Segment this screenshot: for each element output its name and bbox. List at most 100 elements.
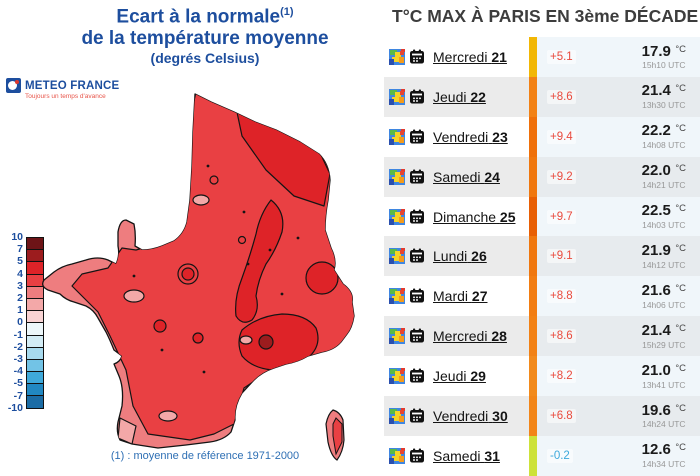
contour-level-1-2-patch5 bbox=[239, 335, 253, 345]
calendar-icon[interactable] bbox=[409, 328, 425, 344]
contour-level-1-2-patch2 bbox=[138, 223, 162, 237]
day-cell: Mardi 27 bbox=[384, 276, 529, 317]
calendar-icon[interactable] bbox=[409, 89, 425, 105]
day-link[interactable]: Vendredi 30 bbox=[433, 408, 508, 424]
day-temp-value: 21.6 bbox=[641, 281, 671, 299]
day-number: 25 bbox=[499, 208, 516, 225]
day-bar bbox=[529, 356, 537, 397]
meteo-france-logo-tagline: Toujours un temps d'avance bbox=[25, 93, 106, 100]
day-temp-time: 13h41 UTC bbox=[642, 379, 686, 390]
day-temp-unit: °C bbox=[675, 362, 686, 374]
day-link[interactable]: Mercredi 28 bbox=[433, 328, 507, 344]
day-link[interactable]: Samedi 24 bbox=[433, 169, 500, 185]
calendar-icon[interactable] bbox=[409, 288, 425, 304]
calendar-icon[interactable] bbox=[409, 248, 425, 264]
day-link[interactable]: Samedi 31 bbox=[433, 448, 500, 464]
day-bar bbox=[529, 316, 537, 357]
day-temp-unit: °C bbox=[675, 203, 686, 215]
day-temp-value: 12.6 bbox=[641, 441, 671, 459]
legend-label: 1 bbox=[17, 304, 23, 317]
day-temp-unit: °C bbox=[675, 83, 686, 95]
day-temp-value: 22.2 bbox=[641, 122, 671, 140]
day-bar bbox=[529, 236, 537, 277]
day-temp-block: 21.4 °C 13h30 UTC bbox=[642, 83, 686, 110]
day-link[interactable]: Mercredi 21 bbox=[433, 49, 507, 65]
contour-level-4-5-spot4 bbox=[153, 319, 167, 333]
day-bar bbox=[529, 396, 537, 436]
day-row: Jeudi 22 +8.6 21.4 °C 13h30 UTC bbox=[384, 76, 700, 117]
day-cell: Jeudi 29 bbox=[384, 356, 529, 397]
calendar-icon[interactable] bbox=[409, 368, 425, 384]
day-values-cell: +8.6 21.4 °C 13h30 UTC bbox=[537, 76, 700, 117]
calendar-icon[interactable] bbox=[409, 408, 425, 424]
day-temp-block: 22.0 °C 14h21 UTC bbox=[642, 163, 686, 190]
map-thumbnail-icon[interactable] bbox=[389, 368, 405, 385]
legend-label: -4 bbox=[13, 365, 23, 378]
day-values-cell: +9.2 22.0 °C 14h21 UTC bbox=[537, 156, 700, 197]
contour-level-4-5-spot5 bbox=[192, 332, 204, 344]
reference-footnote: (1) : moyenne de référence 1971-2000 bbox=[110, 450, 300, 462]
calendar-icon[interactable] bbox=[409, 49, 425, 65]
map-thumbnail-icon[interactable] bbox=[389, 88, 405, 105]
calendar-icon[interactable] bbox=[409, 129, 425, 145]
day-link[interactable]: Dimanche 25 bbox=[433, 209, 516, 225]
legend-label: 7 bbox=[17, 243, 23, 256]
day-cell: Mercredi 28 bbox=[384, 316, 529, 357]
map-title: Ecart à la normale(1) de la température … bbox=[40, 6, 370, 66]
day-bar bbox=[529, 116, 537, 157]
france-anomaly-map bbox=[38, 88, 382, 468]
legend-label: 4 bbox=[17, 267, 23, 280]
day-values-cell: +8.8 21.6 °C 14h06 UTC bbox=[537, 276, 700, 317]
day-name: Jeudi bbox=[433, 368, 467, 385]
day-anomaly: +8.6 bbox=[547, 329, 576, 344]
map-thumbnail-icon[interactable] bbox=[389, 208, 405, 225]
day-number: 27 bbox=[471, 288, 488, 305]
day-name: Mardi bbox=[433, 288, 469, 305]
day-temp-unit: °C bbox=[675, 43, 686, 55]
calendar-icon[interactable] bbox=[409, 169, 425, 185]
day-temp-unit: °C bbox=[675, 322, 686, 334]
map-thumbnail-icon[interactable] bbox=[389, 168, 405, 185]
day-row: Mercredi 21 +5.1 17.9 °C 15h10 UTC bbox=[384, 37, 700, 77]
day-row: Lundi 26 +9.1 21.9 °C 14h12 UTC bbox=[384, 236, 700, 277]
calendar-icon[interactable] bbox=[409, 448, 425, 464]
day-anomaly: +8.8 bbox=[547, 289, 576, 304]
day-anomaly: +9.1 bbox=[547, 249, 576, 264]
day-anomaly: +8.2 bbox=[547, 369, 576, 384]
calendar-icon[interactable] bbox=[409, 209, 425, 225]
day-name: Samedi bbox=[433, 168, 481, 185]
day-temp-unit: °C bbox=[675, 243, 686, 255]
legend-labels: 10 7 5 4 3 2 1 0 -1 -2 -3 -4 -5 -7 -10 bbox=[2, 231, 26, 422]
map-thumbnail-icon[interactable] bbox=[389, 407, 405, 424]
contour-level-5-7-core bbox=[258, 334, 274, 350]
contour-level-1-2-patch1 bbox=[123, 289, 145, 303]
day-number: 24 bbox=[484, 168, 500, 185]
day-anomaly: -0.2 bbox=[547, 448, 573, 463]
map-thumbnail-icon[interactable] bbox=[389, 128, 405, 145]
map-thumbnail-icon[interactable] bbox=[389, 328, 405, 345]
day-link[interactable]: Jeudi 29 bbox=[433, 368, 486, 384]
day-temp-unit: °C bbox=[675, 123, 686, 135]
day-link[interactable]: Lundi 26 bbox=[433, 248, 487, 264]
day-values-cell: +9.4 22.2 °C 14h08 UTC bbox=[537, 116, 700, 157]
day-temp-value: 21.4 bbox=[641, 82, 671, 100]
day-temp-value: 22.5 bbox=[641, 202, 671, 220]
day-anomaly: +6.8 bbox=[547, 408, 576, 423]
map-title-line3: (degrés Celsius) bbox=[150, 50, 260, 67]
france-map-svg bbox=[42, 93, 355, 461]
day-link[interactable]: Jeudi 22 bbox=[433, 89, 486, 105]
day-link[interactable]: Vendredi 23 bbox=[433, 129, 508, 145]
map-thumbnail-icon[interactable] bbox=[389, 248, 405, 265]
day-temp-block: 22.2 °C 14h08 UTC bbox=[642, 123, 686, 150]
day-temp-unit: °C bbox=[675, 282, 686, 294]
day-bar bbox=[529, 37, 537, 77]
map-thumbnail-icon[interactable] bbox=[389, 288, 405, 305]
map-thumbnail-icon[interactable] bbox=[389, 447, 405, 464]
day-link[interactable]: Mardi 27 bbox=[433, 288, 487, 304]
map-title-footnote-ref: (1) bbox=[280, 6, 294, 18]
legend-label: -5 bbox=[13, 377, 23, 390]
day-temp-block: 17.9 °C 15h10 UTC bbox=[642, 43, 686, 71]
map-thumbnail-icon[interactable] bbox=[389, 48, 405, 65]
day-temp-block: 22.5 °C 14h03 UTC bbox=[642, 203, 686, 230]
day-row: Vendredi 23 +9.4 22.2 °C 14h08 UTC bbox=[384, 116, 700, 157]
